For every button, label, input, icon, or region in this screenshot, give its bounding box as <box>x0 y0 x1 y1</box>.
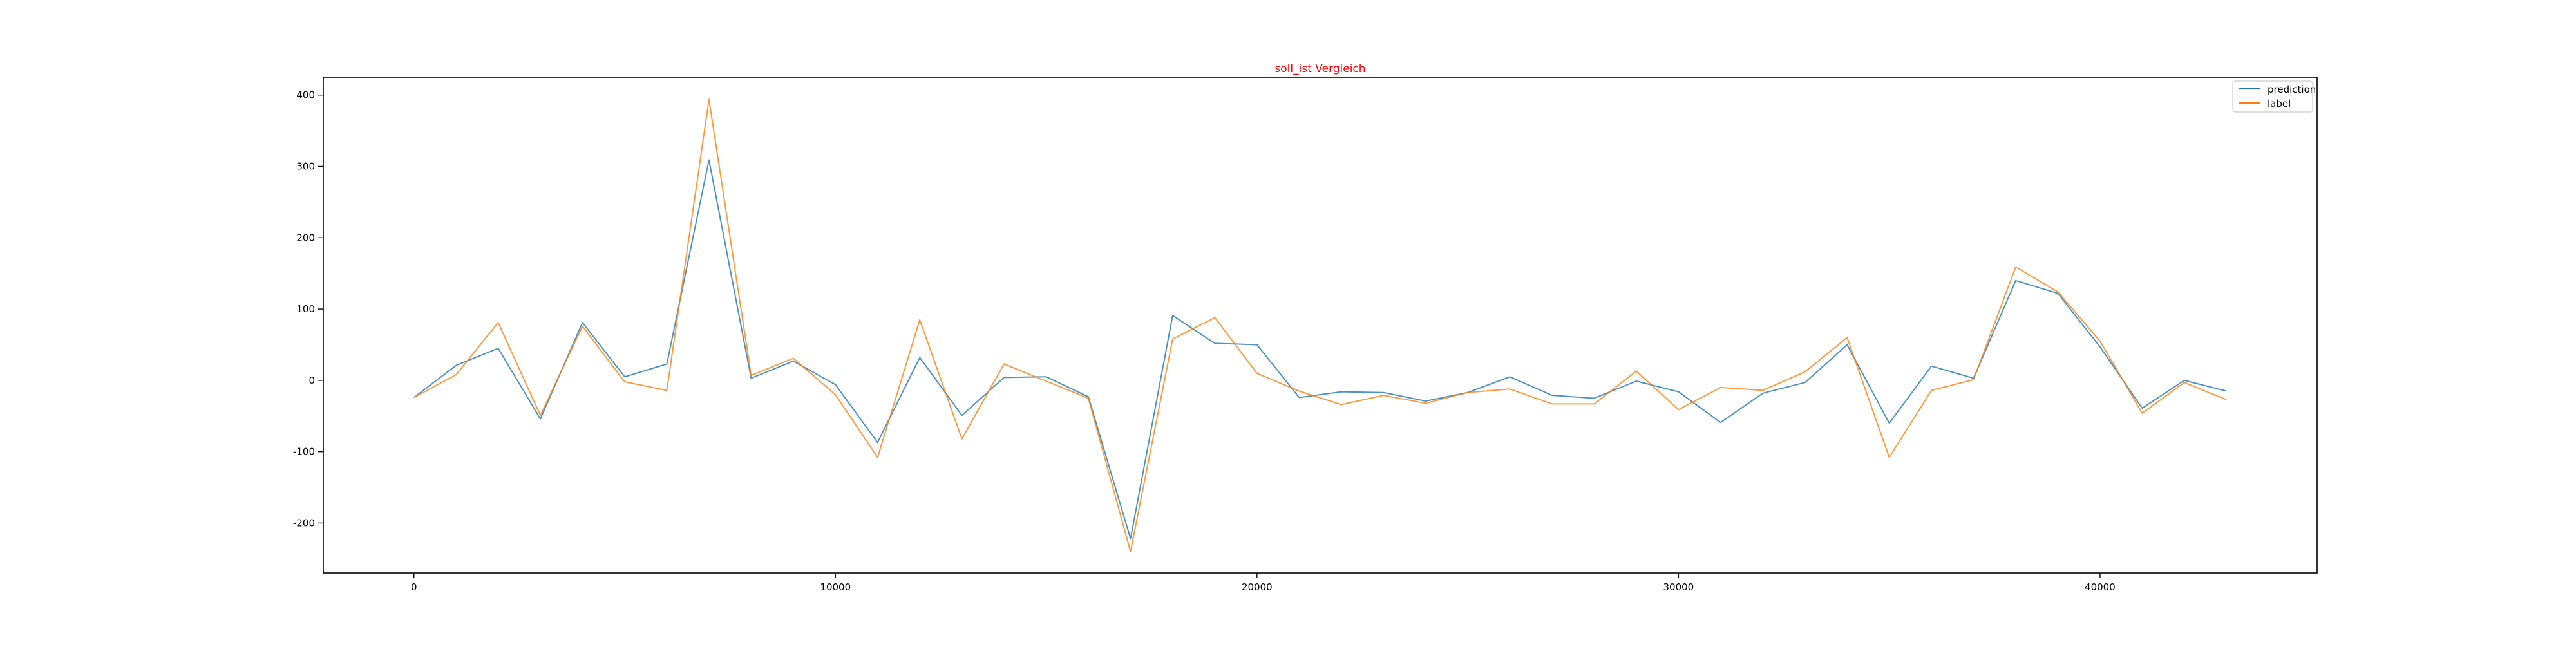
series-line-prediction <box>413 159 2227 539</box>
series-line-label <box>413 98 2227 552</box>
legend-label-label: label <box>2268 98 2291 109</box>
x-tick-label: 0 <box>411 581 417 593</box>
y-tick-label: 200 <box>296 232 315 243</box>
y-tick-label: 300 <box>296 160 315 172</box>
y-tick-label: -200 <box>293 517 315 529</box>
x-tick-label: 40000 <box>2085 581 2116 593</box>
y-tick-label: 400 <box>296 89 315 101</box>
legend-label-prediction: prediction <box>2268 84 2316 95</box>
y-tick-label: -100 <box>293 446 315 458</box>
chart-title: soll_ist Vergleich <box>1274 62 1365 75</box>
y-tick-label: 100 <box>296 303 315 315</box>
x-tick-label: 30000 <box>1663 581 1694 593</box>
legend: prediction label <box>2232 80 2316 113</box>
y-tick-label: 0 <box>308 375 315 386</box>
series-lines <box>413 98 2227 552</box>
axis-ticks: 0 10000 20000 30000 40000 -200 -100 0 100 200 300 4… <box>293 89 2116 593</box>
plot-frame <box>323 77 2318 574</box>
x-tick-label: 10000 <box>820 581 851 593</box>
x-tick-label: 20000 <box>1242 581 1273 593</box>
